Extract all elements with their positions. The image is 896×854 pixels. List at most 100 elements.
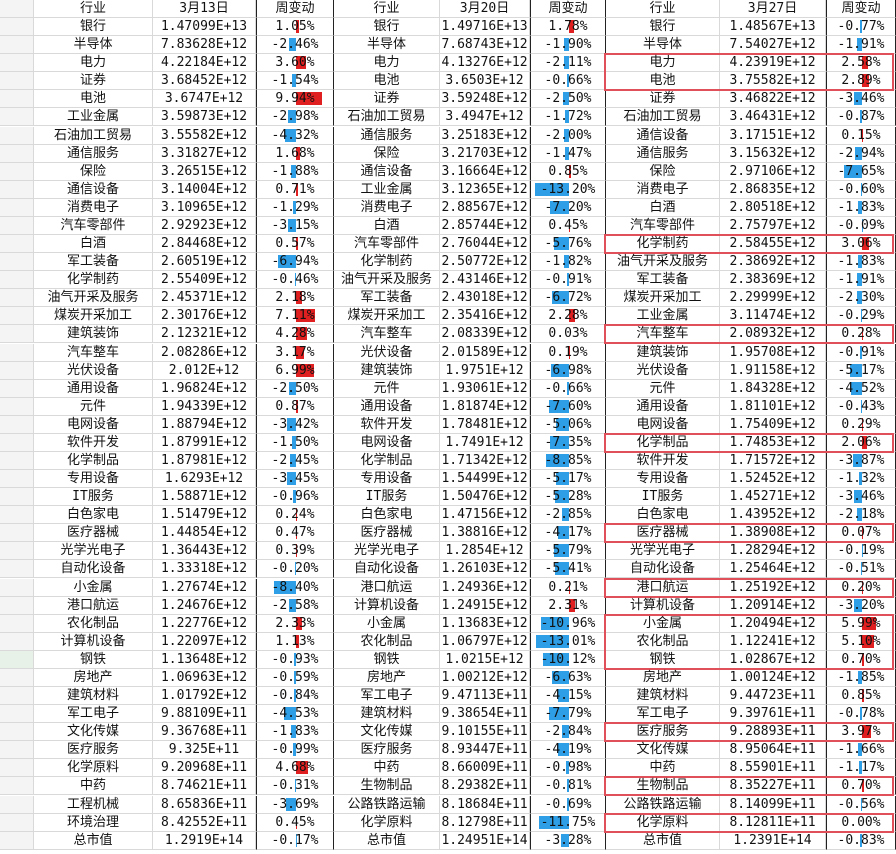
cell-industry[interactable]: 建筑装饰 — [34, 325, 153, 343]
cell-value[interactable]: 3.15632E+12 — [720, 145, 826, 163]
cell-value[interactable]: 1.24951E+14 — [440, 832, 530, 850]
cell-value[interactable]: 2.75797E+12 — [720, 217, 826, 235]
row-number[interactable] — [0, 615, 34, 633]
cell-change[interactable]: -8.85% — [530, 452, 606, 470]
row-number[interactable] — [0, 398, 34, 416]
cell-industry[interactable]: 生物制品 — [334, 777, 440, 795]
cell-value[interactable]: 1.81874E+12 — [440, 398, 530, 416]
cell-change[interactable]: -1.83% — [826, 253, 896, 271]
cell-value[interactable]: 1.27674E+12 — [153, 579, 256, 597]
cell-industry[interactable]: 油气开采及服务 — [34, 289, 153, 307]
cell-value[interactable]: 2.35416E+12 — [440, 307, 530, 325]
cell-value[interactable]: 7.54027E+12 — [720, 36, 826, 54]
cell-industry[interactable]: 电力 — [334, 54, 440, 72]
cell-change[interactable]: -1.17% — [826, 759, 896, 777]
cell-value[interactable]: 1.47156E+12 — [440, 506, 530, 524]
cell-industry[interactable]: 汽车零部件 — [334, 235, 440, 253]
cell-value[interactable]: 3.10965E+12 — [153, 199, 256, 217]
cell-industry[interactable]: 电网设备 — [34, 416, 153, 434]
cell-change[interactable]: -0.69% — [530, 796, 606, 814]
cell-value[interactable]: 1.84328E+12 — [720, 380, 826, 398]
row-number[interactable] — [0, 506, 34, 524]
cell-value[interactable]: 2.08339E+12 — [440, 325, 530, 343]
row-number[interactable] — [0, 814, 34, 832]
cell-industry[interactable]: 石油加工贸易 — [34, 127, 153, 145]
cell-industry[interactable]: 煤炭开采加工 — [34, 307, 153, 325]
cell-industry[interactable]: 电力 — [34, 54, 153, 72]
cell-value[interactable]: 1.48567E+13 — [720, 18, 826, 36]
cell-value[interactable]: 1.81101E+12 — [720, 398, 826, 416]
cell-industry[interactable]: 工业金属 — [334, 181, 440, 199]
cell-industry[interactable]: 消费电子 — [606, 181, 720, 199]
cell-value[interactable]: 1.00124E+12 — [720, 669, 826, 687]
cell-change[interactable]: -1.88% — [256, 163, 334, 181]
cell-value[interactable]: 1.7491E+12 — [440, 434, 530, 452]
cell-value[interactable]: 1.28294E+12 — [720, 542, 826, 560]
cell-change[interactable]: 4.68% — [256, 759, 334, 777]
cell-value[interactable]: 3.46431E+12 — [720, 108, 826, 126]
cell-value[interactable]: 8.12798E+11 — [440, 814, 530, 832]
cell-value[interactable]: 1.20494E+12 — [720, 615, 826, 633]
cell-change[interactable]: -2.98% — [256, 108, 334, 126]
cell-change[interactable]: -2.50% — [530, 90, 606, 108]
cell-value[interactable]: 1.22776E+12 — [153, 615, 256, 633]
row-number[interactable] — [0, 18, 34, 36]
cell-value[interactable]: 1.58871E+12 — [153, 488, 256, 506]
cell-value[interactable]: 4.23919E+12 — [720, 54, 826, 72]
cell-industry[interactable]: 通信服务 — [34, 145, 153, 163]
cell-industry[interactable]: 光学光电子 — [334, 542, 440, 560]
cell-value[interactable]: 1.47099E+13 — [153, 18, 256, 36]
cell-change[interactable]: -5.76% — [530, 235, 606, 253]
cell-change[interactable]: -0.78% — [826, 705, 896, 723]
cell-industry[interactable]: 通用设备 — [334, 398, 440, 416]
cell-change[interactable]: -0.91% — [530, 271, 606, 289]
cell-industry[interactable]: 医疗器械 — [34, 524, 153, 542]
cell-value[interactable]: 9.39761E+11 — [720, 705, 826, 723]
cell-industry[interactable]: 白色家电 — [34, 506, 153, 524]
cell-industry[interactable]: 港口航运 — [34, 597, 153, 615]
cell-industry[interactable]: 建筑装饰 — [334, 362, 440, 380]
header-industry[interactable]: 行业 — [606, 0, 720, 18]
cell-change[interactable]: 0.00% — [826, 814, 896, 832]
cell-value[interactable]: 1.38816E+12 — [440, 524, 530, 542]
cell-industry[interactable]: 自动化设备 — [334, 560, 440, 578]
cell-change[interactable]: 7.11% — [256, 307, 334, 325]
cell-industry[interactable]: IT服务 — [334, 488, 440, 506]
cell-value[interactable]: 8.93447E+11 — [440, 741, 530, 759]
cell-change[interactable]: -6.63% — [530, 669, 606, 687]
cell-change[interactable]: -0.91% — [826, 344, 896, 362]
cell-value[interactable]: 2.38692E+12 — [720, 253, 826, 271]
cell-industry[interactable]: 半导体 — [34, 36, 153, 54]
cell-industry[interactable]: 白酒 — [606, 199, 720, 217]
cell-value[interactable]: 1.2919E+14 — [153, 832, 256, 850]
cell-change[interactable]: 2.18% — [256, 289, 334, 307]
cell-change[interactable]: 1.68% — [256, 145, 334, 163]
cell-industry[interactable]: 通信服务 — [606, 145, 720, 163]
cell-value[interactable]: 1.13683E+12 — [440, 615, 530, 633]
cell-value[interactable]: 9.44723E+11 — [720, 687, 826, 705]
cell-industry[interactable]: 化学原料 — [606, 814, 720, 832]
cell-change[interactable]: 2.06% — [826, 434, 896, 452]
cell-industry[interactable]: 电池 — [606, 72, 720, 90]
cell-change[interactable]: -0.77% — [826, 18, 896, 36]
row-number[interactable] — [0, 832, 34, 850]
cell-change[interactable]: -0.20% — [256, 560, 334, 578]
cell-change[interactable]: -7.60% — [530, 398, 606, 416]
cell-change[interactable]: -1.91% — [826, 36, 896, 54]
row-number[interactable] — [0, 687, 34, 705]
cell-industry[interactable]: 软件开发 — [606, 452, 720, 470]
cell-industry[interactable]: 光学光电子 — [34, 542, 153, 560]
cell-industry[interactable]: 钢铁 — [606, 651, 720, 669]
cell-change[interactable]: 0.03% — [530, 325, 606, 343]
cell-industry[interactable]: 通信设备 — [606, 127, 720, 145]
cell-value[interactable]: 1.87981E+12 — [153, 452, 256, 470]
cell-industry[interactable]: IT服务 — [34, 488, 153, 506]
cell-value[interactable]: 2.92923E+12 — [153, 217, 256, 235]
cell-industry[interactable]: 证券 — [334, 90, 440, 108]
cell-value[interactable]: 3.25183E+12 — [440, 127, 530, 145]
cell-change[interactable]: -5.06% — [530, 416, 606, 434]
cell-industry[interactable]: 计算机设备 — [606, 597, 720, 615]
row-number[interactable] — [0, 633, 34, 651]
cell-industry[interactable]: 建筑材料 — [606, 687, 720, 705]
cell-change[interactable]: -0.59% — [256, 669, 334, 687]
